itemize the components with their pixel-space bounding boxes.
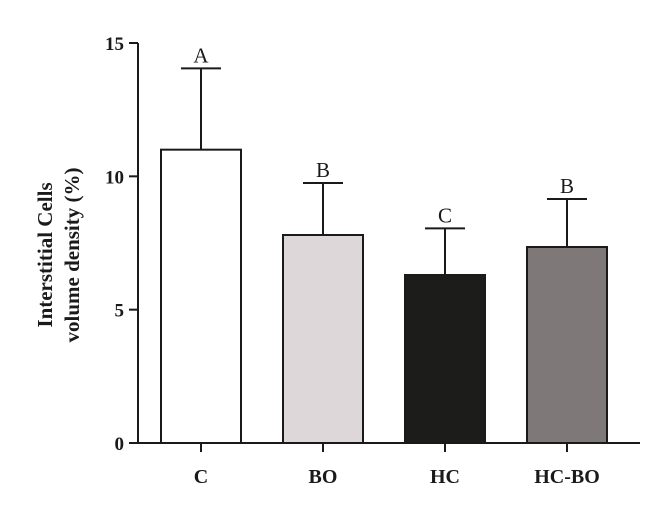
significance-letter-3: B <box>560 174 574 198</box>
y-axis-title-line-2: volume density (%) <box>60 168 84 343</box>
category-label-1: BO <box>309 466 338 488</box>
bar-bo <box>282 234 364 444</box>
y-tick-label-0: 0 <box>115 434 125 455</box>
y-tick-label-1: 5 <box>115 301 125 322</box>
y-axis-title-line-1: Interstitial Cells <box>33 182 57 327</box>
significance-letter-2: C <box>438 203 452 227</box>
y-axis-title: Interstitial Cells volume density (%) <box>33 168 84 343</box>
category-label-3: HC-BO <box>534 466 600 488</box>
bar-hc-bo <box>526 246 608 444</box>
category-label-2: HC <box>430 466 460 488</box>
bar-c <box>160 148 242 445</box>
significance-letter-1: B <box>316 158 330 182</box>
bar-hc <box>404 274 486 444</box>
significance-letter-0: A <box>193 43 209 67</box>
y-tick-label-3: 15 <box>105 34 124 55</box>
plot-area: 0 5 10 15 A C B BO C HC B HC-BO <box>105 34 640 488</box>
category-label-0: C <box>194 466 208 488</box>
y-tick-label-2: 10 <box>105 167 124 188</box>
